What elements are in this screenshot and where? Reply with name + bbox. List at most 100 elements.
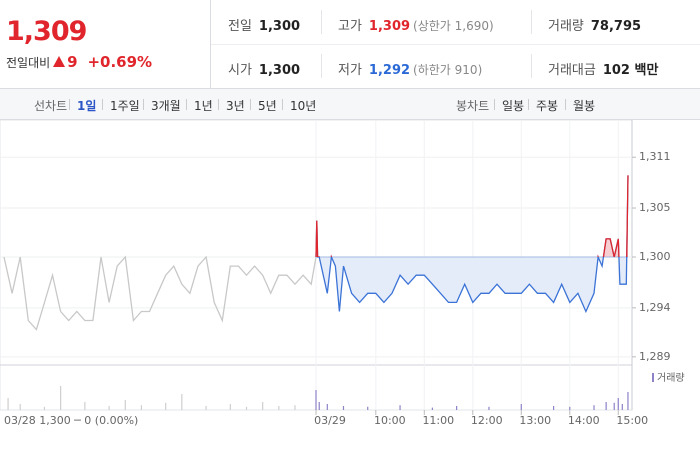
volume-bar xyxy=(593,405,595,410)
price-box: 1,309 전일대비 9 +0.69% xyxy=(0,0,211,88)
volume-bar xyxy=(488,406,490,410)
stat-label: 저가 xyxy=(338,63,362,78)
x-tick-label: 15:00 xyxy=(616,414,648,427)
up-icon xyxy=(53,56,66,67)
stat: 저가 1,292 (하한가 910) xyxy=(338,59,482,78)
x-tick-label: 14:00 xyxy=(568,414,600,427)
price-line xyxy=(3,255,317,331)
volume-bar xyxy=(181,394,183,410)
volume-bar xyxy=(627,392,629,410)
period-tab[interactable]: 3개월 xyxy=(151,99,181,113)
divider xyxy=(531,54,532,78)
stats-row: 시가 1,300 저가 1,292 (하한가 910) 거래대금 102 백만 xyxy=(211,44,700,88)
volume-bar xyxy=(520,404,522,410)
tab-divider xyxy=(528,99,529,110)
volume-bar xyxy=(229,404,231,410)
stat-note: (하한가 910) xyxy=(413,63,483,77)
period-tab[interactable]: 1일 xyxy=(77,99,97,113)
volume-bar xyxy=(140,405,143,410)
x-tick-label: 03/29 xyxy=(314,414,346,427)
period-tab[interactable]: 10년 xyxy=(290,99,317,113)
y-tick-label: 1,311 xyxy=(639,150,671,163)
tab-divider xyxy=(102,99,103,110)
volume-bar xyxy=(43,406,46,410)
volume-bar xyxy=(124,400,126,410)
change-line: 전일대비 9 +0.69% xyxy=(6,53,152,71)
quote-header: 1,309 전일대비 9 +0.69% 전일 1,300 고가 1,309 (상한가 1… xyxy=(0,0,700,89)
period-tab[interactable]: 월봉 xyxy=(573,99,596,113)
stat: 고가 1,309 (상한가 1,690) xyxy=(338,15,494,34)
legend-label: 거래량 xyxy=(657,372,685,384)
x-tick-label: 12:00 xyxy=(471,414,503,427)
change-value: 9 xyxy=(67,53,78,71)
stat-label: 거래대금 xyxy=(548,63,596,78)
volume-bar xyxy=(613,402,615,410)
tab-divider xyxy=(565,99,566,110)
period-tab[interactable]: 일봉 xyxy=(502,99,525,113)
volume-bar xyxy=(318,402,320,410)
divider xyxy=(531,10,532,34)
area-fill xyxy=(319,257,627,312)
volume-bar xyxy=(621,404,623,410)
divider xyxy=(321,54,322,78)
volume-bar xyxy=(7,398,9,410)
volume-bar xyxy=(245,406,248,410)
stat-label: 거래량 xyxy=(548,19,584,34)
volume-bar xyxy=(399,405,401,410)
y-tick-label: 1,289 xyxy=(639,350,671,363)
period-tab[interactable]: 1주일 xyxy=(110,99,140,113)
tab-divider xyxy=(143,99,144,110)
period-tabs: 선차트 봉차트 1일 1주일 3개월 1년 3년 5년 10년 일봉 주봉 월봉 xyxy=(0,89,700,120)
volume-bar xyxy=(569,406,571,410)
x-tick-label: 10:00 xyxy=(374,414,406,427)
change-percent: +0.69% xyxy=(87,53,153,71)
stat-value: 102 백만 xyxy=(602,63,659,78)
volume-bar xyxy=(617,398,619,410)
volume-bar xyxy=(262,402,264,410)
tab-group-label: 선차트 xyxy=(34,99,68,113)
tab-divider xyxy=(69,99,70,110)
stat-value: 1,309 xyxy=(368,19,411,34)
volume-bar xyxy=(165,402,167,410)
price-chart: 03/28 1,300 ─ 0 (0.00%) 1,311 1,305 1,300 1… xyxy=(0,120,685,427)
stat-note: (상한가 1,690) xyxy=(413,19,494,33)
y-tick-label: 1,305 xyxy=(639,201,671,214)
volume-bar xyxy=(342,406,345,410)
stat-label: 시가 xyxy=(228,63,252,78)
volume-bar xyxy=(278,406,280,410)
chart-caption: 03/28 1,300 ─ 0 (0.00%) xyxy=(4,414,138,427)
stat-value: 1,300 xyxy=(258,63,301,78)
x-tick-label: 13:00 xyxy=(519,414,551,427)
period-tab[interactable]: 3년 xyxy=(226,99,245,113)
volume-bar xyxy=(294,405,296,410)
volume-bar xyxy=(19,404,21,410)
stat: 거래대금 102 백만 xyxy=(548,59,658,78)
y-tick-label: 1,300 xyxy=(639,250,671,263)
period-tab[interactable]: 5년 xyxy=(258,99,277,113)
stat: 거래량 78,795 xyxy=(548,15,641,34)
stat: 시가 1,300 xyxy=(228,59,300,78)
tab-divider xyxy=(218,99,219,110)
tab-divider xyxy=(250,99,251,110)
x-tick-label: 11:00 xyxy=(422,414,454,427)
volume-bar xyxy=(431,407,433,410)
stat-label: 고가 xyxy=(338,19,362,34)
stat: 전일 1,300 xyxy=(228,15,300,34)
stat-value: 78,795 xyxy=(590,19,642,34)
volume-bar xyxy=(84,402,86,410)
volume-bar xyxy=(60,386,62,410)
volume-bar xyxy=(205,406,207,410)
volume-bar xyxy=(553,406,555,410)
period-tab[interactable]: 1년 xyxy=(194,99,213,113)
tab-divider xyxy=(494,99,495,110)
volume-bar xyxy=(108,406,110,410)
y-tick-label: 1,294 xyxy=(639,301,671,314)
period-tab[interactable]: 주봉 xyxy=(536,99,559,113)
tab-group-label: 봉차트 xyxy=(456,99,490,113)
volume-bar xyxy=(456,406,458,410)
tab-divider xyxy=(282,99,283,110)
legend-swatch xyxy=(652,373,654,382)
price-line-up xyxy=(315,175,629,258)
stat-label: 전일 xyxy=(228,19,252,34)
